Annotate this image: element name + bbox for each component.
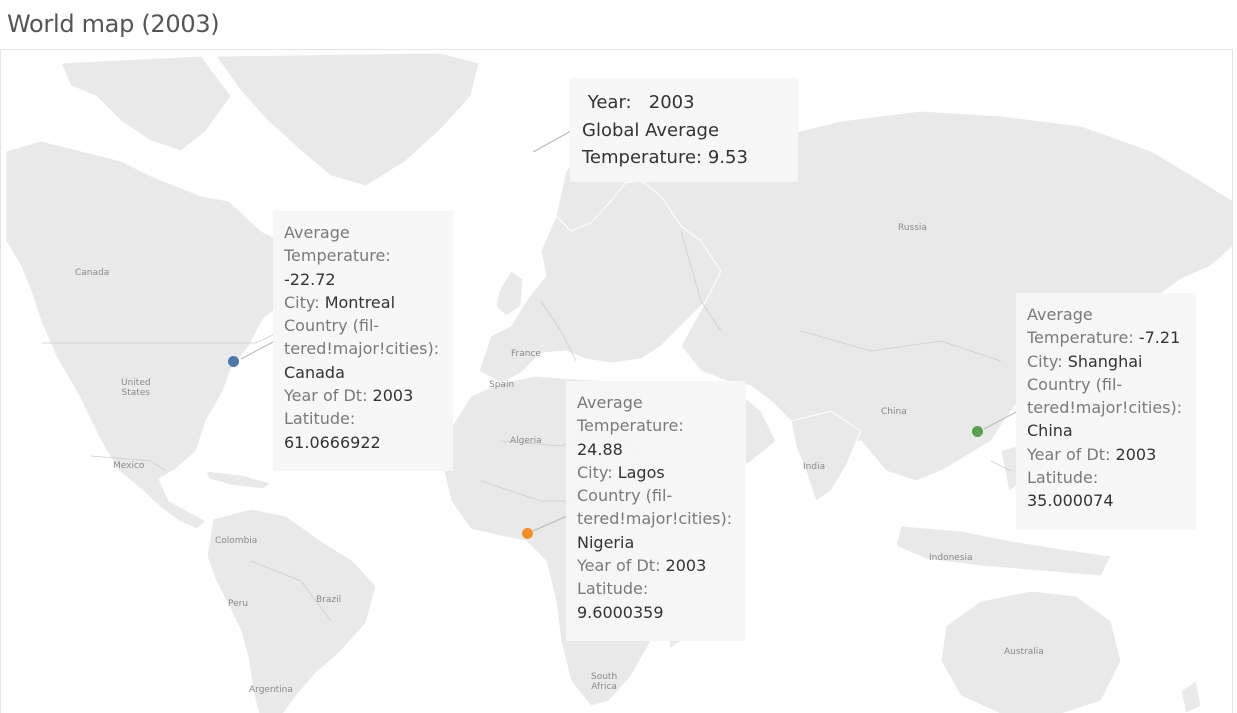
year-value: 2003: [372, 386, 414, 406]
year-box-leader-line: [532, 130, 572, 153]
temperature-value: 24.88: [577, 439, 623, 459]
temperature-row: Temperature: 9.53: [582, 144, 788, 172]
city-marker-lagos[interactable]: [522, 528, 533, 539]
map-label-france: France: [511, 349, 541, 359]
city-value: Lagos: [617, 462, 665, 482]
latitude-value: 61.0666922: [284, 432, 381, 452]
avg-label-line1: Average: [284, 223, 350, 242]
british-isles-shape: [495, 270, 524, 317]
year-label: Year of Dt:: [577, 556, 661, 576]
year-value: 2003: [665, 556, 707, 576]
city-label: City:: [284, 292, 320, 312]
avg-label-line1: Average: [577, 393, 643, 412]
new-zealand-shape: [1180, 680, 1202, 713]
year-row: Year: 2003: [582, 89, 788, 117]
temperature-value: 9.53: [707, 147, 748, 168]
map-label-united-states: United States: [121, 378, 151, 398]
latitude-label: Latitude:: [577, 579, 649, 599]
map-label-russia: Russia: [898, 223, 927, 233]
map-label-algeria: Algeria: [510, 436, 542, 446]
map-label-brazil: Brazil: [316, 595, 342, 605]
year-label: Year:: [587, 92, 632, 113]
city-annotation-lagos: Average Temperature: 24.88 City: Lagos C…: [566, 381, 746, 641]
city-marker-shanghai[interactable]: [972, 426, 983, 437]
map-label-argentina: Argentina: [249, 685, 293, 695]
avg-label-line2: Temperature:: [284, 246, 391, 266]
city-annotation-shanghai: Average Temperature: -7.21 City: Shangha…: [1016, 293, 1196, 530]
country-value: China: [1027, 421, 1073, 441]
city-value: Shanghai: [1067, 351, 1143, 371]
map-label-india: India: [803, 462, 826, 472]
country-label-line1: Country (fil-: [284, 316, 380, 336]
temperature-value: -22.72: [284, 269, 336, 289]
latitude-value: 35.000074: [1027, 491, 1114, 511]
temperature-value: -7.21: [1138, 328, 1181, 348]
map-label-colombia: Colombia: [215, 536, 258, 546]
city-value: Montreal: [324, 292, 396, 312]
country-label-line2: tered!major!cities):: [577, 509, 733, 529]
year-label: Year of Dt:: [284, 386, 368, 406]
avg-label-line2: Temperature:: [1027, 328, 1134, 348]
latitude-label: Latitude:: [284, 409, 356, 429]
city-annotation-montreal: Average Temperature: -22.72 City: Montre…: [273, 211, 453, 471]
latitude-value: 9.6000359: [577, 602, 664, 622]
asia-shape: [639, 110, 1232, 482]
country-label-line2: tered!major!cities):: [284, 339, 440, 359]
global-average-label: Global Average: [582, 119, 720, 141]
country-label-line1: Country (fil-: [1027, 374, 1123, 394]
city-label: City:: [577, 462, 613, 482]
latitude-label: Latitude:: [1027, 468, 1099, 488]
map-label-australia: Australia: [1004, 647, 1044, 657]
year-value: 2003: [1115, 444, 1157, 464]
country-value: Canada: [284, 362, 345, 382]
south-america-shape: [206, 508, 377, 713]
india-shape: [790, 410, 862, 502]
indonesia-shape: [895, 525, 1112, 577]
caribbean-shape: [205, 470, 273, 490]
map-label-peru: Peru: [228, 599, 249, 609]
map-label-indonesia: Indonesia: [929, 553, 973, 563]
year-label: Year of Dt:: [1027, 444, 1111, 464]
map-label-spain: Spain: [489, 380, 515, 390]
page-title: World map (2003): [7, 10, 220, 38]
australia-shape: [940, 590, 1122, 713]
north-america-shape: [5, 140, 302, 530]
country-label-line1: Country (fil-: [577, 486, 673, 506]
map-label-mexico: Mexico: [113, 461, 145, 471]
global-average-annotation: Year: 2003 Global Average Temperature: 9…: [570, 78, 798, 182]
map-label-canada: Canada: [75, 268, 110, 278]
map-label-china: China: [881, 407, 907, 417]
country-value: Nigeria: [577, 532, 635, 552]
city-marker-montreal[interactable]: [228, 356, 239, 367]
lagos-leader-line: [532, 515, 568, 532]
year-value: 2003: [648, 92, 695, 113]
avg-label-line1: Average: [1027, 305, 1093, 324]
temperature-label: Temperature:: [582, 147, 703, 168]
city-label: City:: [1027, 351, 1063, 371]
avg-label-line2: Temperature:: [577, 416, 684, 436]
montreal-leader-line: [240, 340, 276, 360]
map-label-south-africa: South Africa: [591, 672, 618, 692]
country-label-line2: tered!major!cities):: [1027, 398, 1183, 418]
shanghai-leader-line: [983, 410, 1019, 430]
arctic-islands-shape: [60, 55, 232, 152]
greenland-shape: [215, 52, 480, 187]
